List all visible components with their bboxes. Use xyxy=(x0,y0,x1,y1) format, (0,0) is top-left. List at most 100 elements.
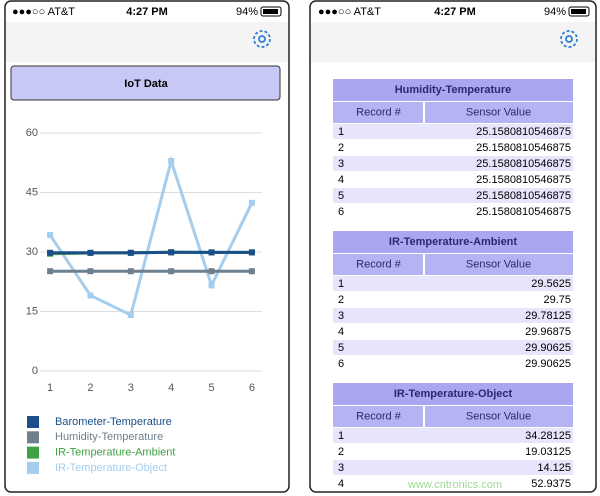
column-header-label: Sensor Value xyxy=(466,106,531,118)
legend-swatch xyxy=(27,446,39,459)
nav-bar xyxy=(311,22,595,62)
x-tick-label: 6 xyxy=(249,382,255,394)
sensor-value: 29.90625 xyxy=(525,358,571,370)
table-title-bar xyxy=(333,231,573,253)
sensor-value: 52.9375 xyxy=(531,478,571,490)
record-number: 4 xyxy=(338,326,344,338)
record-number: 5 xyxy=(338,342,344,354)
legend-label: Barometer-Temperature xyxy=(55,416,172,428)
sensor-value: 29.5625 xyxy=(531,278,571,290)
table-title: IR-Temperature-Object xyxy=(394,388,513,400)
battery-level xyxy=(571,9,586,14)
sensor-value: 29.90625 xyxy=(525,342,571,354)
data-point xyxy=(168,158,175,165)
table-row xyxy=(333,476,573,491)
column-header-label: Sensor Value xyxy=(466,258,531,270)
y-tick-label: 15 xyxy=(26,305,38,317)
record-number: 1 xyxy=(338,430,344,442)
record-number: 5 xyxy=(338,190,344,202)
column-header-label: Sensor Value xyxy=(466,410,531,422)
legend-label: IR-Temperature-Object xyxy=(55,462,167,474)
data-point xyxy=(127,311,134,318)
column-header xyxy=(425,102,573,123)
y-tick-label: 45 xyxy=(26,186,38,198)
sensor-value: 34.28125 xyxy=(525,430,571,442)
table-row xyxy=(333,276,573,291)
battery-level xyxy=(263,9,278,14)
legend-swatch xyxy=(27,431,39,444)
x-tick-label: 5 xyxy=(208,382,214,394)
data-point xyxy=(47,232,54,239)
data-point xyxy=(87,249,94,256)
table-title: Humidity-Temperature xyxy=(395,84,512,96)
sensor-value: 29.78125 xyxy=(525,310,571,322)
table-row xyxy=(333,460,573,475)
table-title: IR-Temperature-Ambient xyxy=(389,236,517,248)
nav-bar xyxy=(6,22,288,62)
table-row xyxy=(333,324,573,339)
record-number: 1 xyxy=(338,278,344,290)
table-row xyxy=(333,292,573,307)
table-row xyxy=(333,428,573,443)
sensor-value: 29.75 xyxy=(543,294,571,306)
record-number: 3 xyxy=(338,310,344,322)
table-row xyxy=(333,156,573,171)
sensor-value: 14.125 xyxy=(537,462,571,474)
data-point xyxy=(208,268,215,275)
sensor-value: 25.1580810546875 xyxy=(476,206,571,218)
data-point xyxy=(47,268,54,275)
record-number: 3 xyxy=(338,462,344,474)
table-row xyxy=(333,308,573,323)
x-tick-label: 1 xyxy=(47,382,53,394)
table-row xyxy=(333,444,573,459)
settings-icon[interactable] xyxy=(560,30,578,48)
column-header xyxy=(333,102,423,123)
title-box xyxy=(10,65,281,101)
record-number: 2 xyxy=(338,142,344,154)
legend-label: IR-Temperature-Ambient xyxy=(55,447,175,459)
clock: 4:27 PM xyxy=(434,6,476,18)
column-header xyxy=(425,406,573,427)
table-row xyxy=(333,172,573,187)
app-title: IoT Data xyxy=(124,78,168,90)
table-row xyxy=(333,356,573,371)
y-tick-label: 0 xyxy=(32,365,38,377)
x-tick-label: 3 xyxy=(128,382,134,394)
column-header xyxy=(333,254,423,275)
data-point xyxy=(47,249,54,256)
sensor-value: 25.1580810546875 xyxy=(476,142,571,154)
y-tick-label: 60 xyxy=(26,127,38,139)
carrier: ●●●○○ AT&T xyxy=(318,6,381,18)
legend-swatch xyxy=(27,461,39,474)
sensor-value: 29.96875 xyxy=(525,326,571,338)
data-point xyxy=(127,249,134,256)
record-number: 2 xyxy=(338,294,344,306)
y-tick-label: 30 xyxy=(26,246,38,258)
table-title-bar xyxy=(333,383,573,405)
battery-percent: 94% xyxy=(236,6,258,18)
clock: 4:27 PM xyxy=(126,6,168,18)
data-point xyxy=(127,268,134,275)
data-point xyxy=(208,249,215,256)
data-point xyxy=(248,268,255,275)
sensor-value: 25.1580810546875 xyxy=(476,126,571,138)
record-number: 2 xyxy=(338,446,344,458)
table-row xyxy=(333,140,573,155)
record-number: 6 xyxy=(338,358,344,370)
data-point xyxy=(248,199,255,206)
record-number: 6 xyxy=(338,206,344,218)
watermark: www.cntronics.com xyxy=(407,479,502,491)
data-point xyxy=(208,282,215,289)
sensor-value: 25.1580810546875 xyxy=(476,174,571,186)
data-point xyxy=(168,268,175,275)
sensor-value: 25.1580810546875 xyxy=(476,158,571,170)
data-point xyxy=(87,292,94,299)
column-header-label: Record # xyxy=(356,106,402,118)
x-tick-label: 4 xyxy=(168,382,174,394)
settings-icon[interactable] xyxy=(253,30,271,48)
legend-swatch xyxy=(27,416,39,428)
battery-percent: 94% xyxy=(544,6,566,18)
table-row xyxy=(333,204,573,219)
data-point xyxy=(87,268,94,275)
